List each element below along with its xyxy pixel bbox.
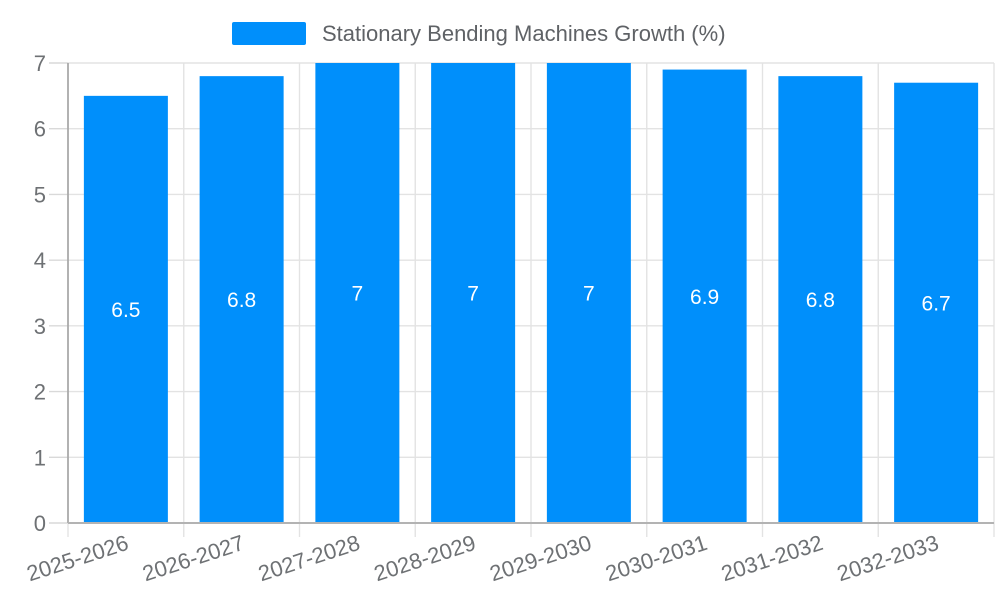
bar-2031-2032[interactable] [778,76,863,524]
bar-2030-2031[interactable] [662,69,747,524]
y-axis-label: 4 [34,248,46,273]
bar-value-label: 6.7 [922,292,951,315]
bar-value-label: 6.5 [111,299,140,322]
bar-value-label: 6.8 [227,289,256,312]
bar-value-label: 6.8 [806,289,835,312]
y-axis-label: 3 [34,314,46,339]
y-axis-label: 2 [34,380,46,405]
axes [67,63,994,524]
x-axis-label: 2030-2031 [602,530,710,586]
x-axis-label: 2032-2033 [834,530,942,586]
y-axis-label: 6 [34,117,46,142]
bar-value-label: 7 [352,283,364,306]
y-axis-label: 1 [34,445,46,470]
y-axis-label: 5 [34,182,46,207]
bar-2029-2030[interactable] [546,63,631,523]
bar-2026-2027[interactable] [199,76,284,524]
bar-value-label: 6.9 [690,286,719,309]
legend-swatch[interactable] [232,22,306,45]
bar-value-label: 7 [583,283,595,306]
bar-2032-2033[interactable] [894,82,979,523]
legend-label: Stationary Bending Machines Growth (%) [322,21,726,46]
x-axis-label: 2029-2030 [487,530,595,586]
x-axis-label: 2025-2026 [24,530,132,586]
bar-value-label: 7 [467,283,479,306]
x-axis-label: 2031-2032 [718,530,826,586]
y-axis-label: 7 [34,51,46,76]
x-axis-label: 2027-2028 [255,530,363,586]
bar-2027-2028[interactable] [315,63,400,523]
x-axis-label: 2028-2029 [371,530,479,586]
x-axis-label: 2026-2027 [139,530,247,586]
bar-2025-2026[interactable] [83,95,168,523]
bar-2028-2029[interactable] [431,63,516,523]
y-axis-label: 0 [34,511,46,536]
bars-group: 6.5 6.8 7 7 7 6.9 6.8 6.7 [83,63,979,524]
legend[interactable]: Stationary Bending Machines Growth (%) [232,21,726,46]
